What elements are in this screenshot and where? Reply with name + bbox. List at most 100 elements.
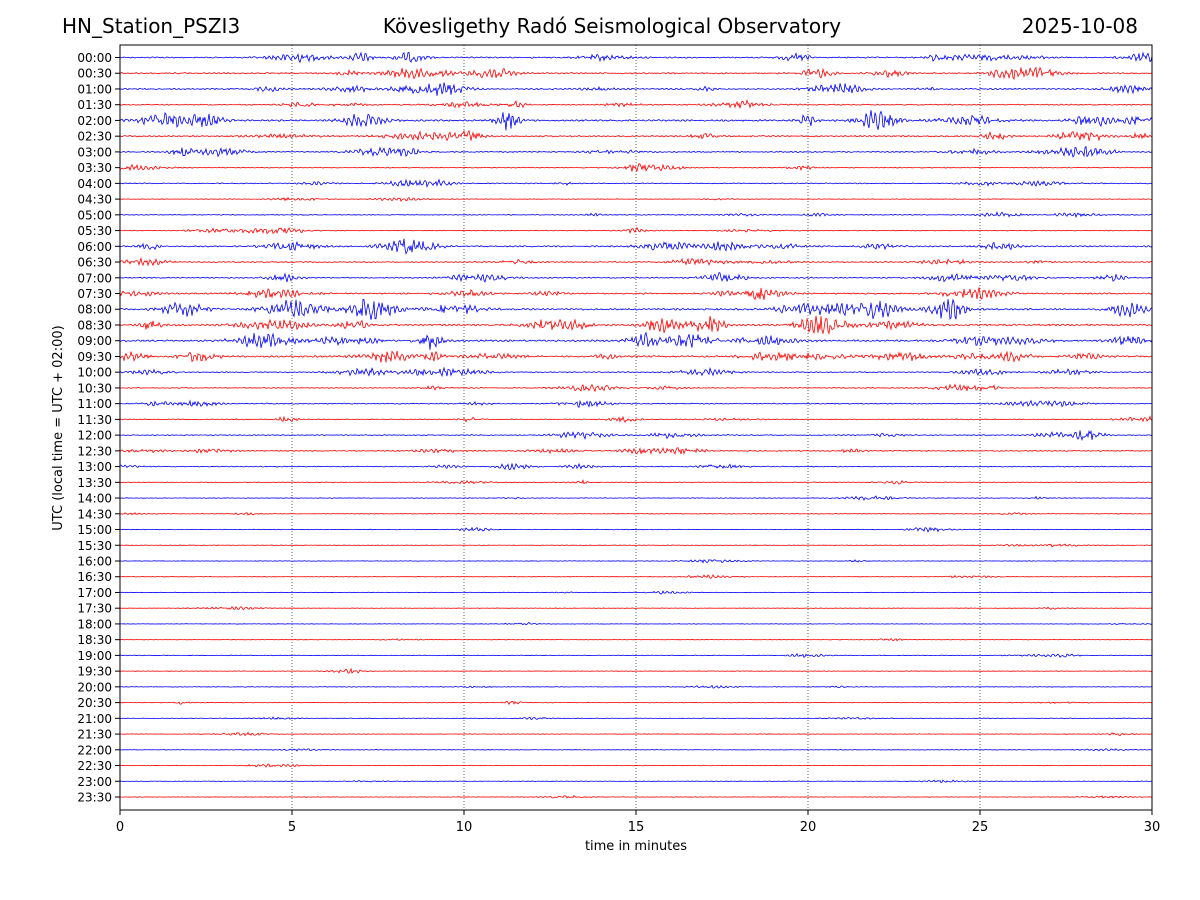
row-time-label: 17:30: [77, 602, 112, 616]
row-time-label: 23:00: [77, 775, 112, 789]
x-tick-label: 5: [288, 820, 296, 835]
row-time-label: 07:30: [77, 287, 112, 301]
row-time-label: 04:00: [77, 177, 112, 191]
row-time-label: 22:00: [77, 743, 112, 757]
trace-04:30: [119, 196, 1153, 202]
trace-14:30: [119, 512, 1153, 516]
trace-11:30: [119, 415, 1153, 423]
trace-17:00: [119, 590, 1153, 595]
row-time-label: 02:30: [77, 130, 112, 144]
row-time-label: 02:00: [77, 114, 112, 128]
trace-23:00: [119, 779, 1153, 783]
row-time-label: 20:30: [77, 696, 112, 710]
row-time-label: 23:30: [77, 791, 112, 805]
trace-10:30: [119, 383, 1153, 393]
trace-15:00: [119, 526, 1153, 533]
row-time-label: 13:30: [77, 476, 112, 490]
x-tick-label: 30: [1144, 820, 1161, 835]
trace-05:00: [119, 211, 1153, 219]
row-time-label: 12:30: [77, 444, 112, 458]
row-time-label: 09:00: [77, 334, 112, 348]
row-time-label: 12:00: [77, 429, 112, 443]
trace-01:30: [119, 98, 1153, 109]
row-time-label: 11:30: [77, 413, 112, 427]
row-time-label: 00:00: [77, 51, 112, 65]
row-time-label: 13:00: [77, 460, 112, 474]
trace-10:00: [119, 366, 1153, 378]
row-time-label: 08:30: [77, 318, 112, 332]
trace-08:00: [119, 298, 1153, 320]
trace-21:30: [119, 731, 1153, 737]
row-time-label: 01:30: [77, 98, 112, 112]
trace-12:30: [119, 446, 1153, 455]
x-tick-label: 20: [800, 820, 817, 835]
trace-03:30: [119, 163, 1153, 173]
row-time-label: 00:30: [77, 67, 112, 81]
trace-19:30: [119, 667, 1153, 674]
row-time-label: 14:30: [77, 507, 112, 521]
trace-18:00: [119, 621, 1153, 626]
trace-11:00: [119, 399, 1153, 408]
row-time-label: 06:30: [77, 256, 112, 270]
trace-05:30: [119, 226, 1153, 235]
row-time-label: 07:00: [77, 271, 112, 285]
x-axis-ticks: 0 5 10 15 20 25 30: [116, 810, 1160, 835]
trace-03:00: [119, 145, 1153, 158]
row-time-label: 14:00: [77, 492, 112, 506]
trace-08:30: [119, 315, 1153, 335]
row-time-label: 10:30: [77, 381, 112, 395]
row-time-label: 17:00: [77, 586, 112, 600]
row-time-label: 15:00: [77, 523, 112, 537]
row-time-label: 03:00: [77, 145, 112, 159]
row-time-label: 18:00: [77, 617, 112, 631]
row-time-label: 21:00: [77, 712, 112, 726]
row-time-label: 05:30: [77, 224, 112, 238]
x-tick-label: 15: [628, 820, 645, 835]
row-time-label: 05:00: [77, 208, 112, 222]
row-time-label: 22:30: [77, 759, 112, 773]
row-time-label: 01:00: [77, 82, 112, 96]
row-time-label: 06:00: [77, 240, 112, 254]
trace-06:30: [119, 256, 1153, 267]
trace-00:30: [119, 66, 1153, 81]
row-time-label: 16:30: [77, 570, 112, 584]
row-time-label: 10:00: [77, 366, 112, 380]
x-tick-label: 25: [972, 820, 989, 835]
trace-20:00: [119, 684, 1153, 689]
trace-04:00: [120, 178, 1153, 189]
trace-20:30: [119, 700, 1153, 706]
row-time-label: 19:30: [77, 665, 112, 679]
y-axis-label: UTC (local time = UTC + 02:00): [51, 325, 66, 530]
trace-02:30: [119, 129, 1153, 142]
trace-19:00: [119, 652, 1153, 658]
trace-00:00: [119, 51, 1153, 64]
trace-17:30: [119, 605, 1153, 610]
trace-09:00: [119, 331, 1153, 350]
row-time-label: 20:00: [77, 680, 112, 694]
trace-06:00: [119, 238, 1153, 255]
trace-02:00: [119, 110, 1153, 131]
trace-22:30: [119, 763, 1153, 768]
x-tick-label: 0: [116, 820, 124, 835]
trace-13:30: [119, 479, 1153, 485]
trace-22:00: [119, 748, 1153, 752]
row-time-label: 15:30: [77, 539, 112, 553]
trace-21:00: [119, 716, 1153, 720]
trace-13:00: [119, 462, 1153, 471]
trace-14:00: [119, 495, 1153, 501]
row-time-label: 19:00: [77, 649, 112, 663]
trace-01:00: [119, 82, 1153, 96]
record-date: 2025-10-08: [1021, 14, 1138, 38]
x-axis-label: time in minutes: [585, 839, 687, 854]
trace-18:30: [119, 638, 1153, 642]
grid-lines: [291, 45, 981, 810]
row-time-label: 18:30: [77, 633, 112, 647]
row-time-label: 21:30: [77, 728, 112, 742]
trace-12:00: [119, 429, 1153, 442]
observatory-title: Kövesligethy Radó Seismological Observat…: [382, 14, 842, 38]
row-time-label: 04:30: [77, 193, 112, 207]
station-name: HN_Station_PSZI3: [62, 14, 241, 38]
row-time-label: 09:30: [77, 350, 112, 364]
